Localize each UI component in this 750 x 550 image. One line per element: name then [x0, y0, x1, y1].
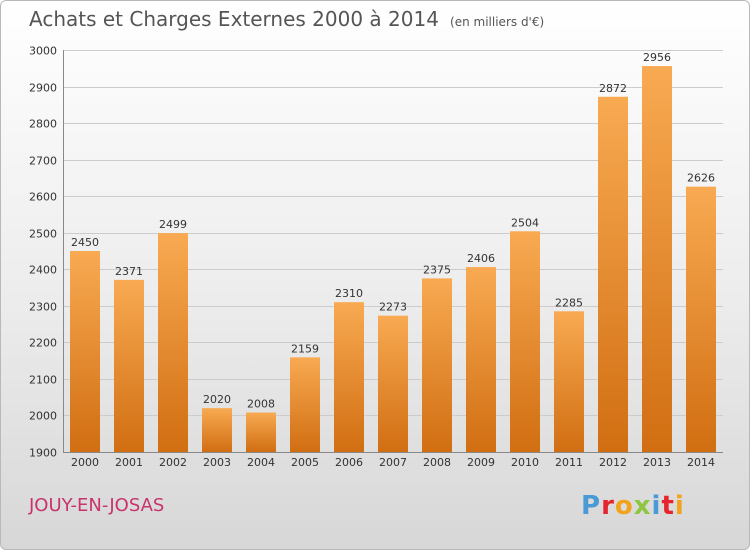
- bar: [334, 302, 364, 452]
- y-tick-label: 1900: [29, 447, 57, 460]
- x-tick-label: 2006: [335, 456, 363, 469]
- bar: [686, 186, 716, 452]
- data-label: 2285: [555, 296, 583, 309]
- x-tick-label: 2013: [643, 456, 671, 469]
- x-tick-label: 2014: [687, 456, 715, 469]
- chart-title: Achats et Charges Externes 2000 à 2014: [29, 7, 439, 31]
- data-label: 2504: [511, 216, 539, 229]
- city-name: JOUY-EN-JOSAS: [29, 495, 165, 516]
- data-label: 2499: [159, 218, 187, 231]
- y-tick-label: 2200: [29, 337, 57, 350]
- data-label: 2450: [71, 236, 99, 249]
- chart-unit: (en milliers d'€): [450, 15, 545, 29]
- x-tick-label: 2004: [247, 456, 275, 469]
- proxiti-logo: Proxiti: [581, 491, 685, 521]
- x-tick-label: 2002: [159, 456, 187, 469]
- y-tick-label: 2000: [29, 410, 57, 423]
- x-axis-ticks: 2000 2001 2002 2003 2004 2005 2006 2007 2008 2009…: [71, 456, 715, 469]
- x-tick-label: 2001: [115, 456, 143, 469]
- data-label: 2310: [335, 287, 363, 300]
- y-tick-label: 2900: [29, 82, 57, 95]
- y-tick-label: 2600: [29, 191, 57, 204]
- bar: [70, 251, 100, 452]
- y-tick-label: 2100: [29, 374, 57, 387]
- bar: [158, 233, 188, 452]
- data-label: 2008: [247, 398, 275, 411]
- y-axis-ticks: 1900 2000 2100 2200 2300 2400 2500 2600 2700 2800…: [29, 45, 57, 460]
- bar: [378, 315, 408, 452]
- y-tick-label: 2700: [29, 155, 57, 168]
- data-label: 2626: [687, 172, 715, 185]
- chart-header: Achats et Charges Externes 2000 à 2014 (…: [29, 7, 544, 31]
- bar: [246, 412, 276, 452]
- data-label: 2956: [643, 51, 671, 64]
- x-tick-label: 2011: [555, 456, 583, 469]
- data-label: 2020: [203, 393, 231, 406]
- data-label: 2371: [115, 265, 143, 278]
- x-tick-label: 2003: [203, 456, 231, 469]
- bar: [114, 279, 144, 452]
- x-tick-label: 2008: [423, 456, 451, 469]
- y-tick-label: 2500: [29, 228, 57, 241]
- x-tick-label: 2005: [291, 456, 319, 469]
- data-labels: 2450 2371 2499 2020 2008 2159 2310 2273 2375 2406…: [71, 51, 715, 410]
- x-tick-label: 2009: [467, 456, 495, 469]
- y-tick-label: 3000: [29, 45, 57, 58]
- x-tick-label: 2007: [379, 456, 407, 469]
- bar: [422, 278, 452, 452]
- bar: [466, 267, 496, 452]
- axes: [63, 50, 723, 453]
- bar: [598, 96, 628, 452]
- data-label: 2406: [467, 252, 495, 265]
- bar: [510, 231, 540, 452]
- data-label: 2375: [423, 263, 451, 276]
- y-tick-label: 2800: [29, 118, 57, 131]
- bar: [202, 408, 232, 452]
- y-tick-label: 2300: [29, 301, 57, 314]
- y-tick-label: 2400: [29, 264, 57, 277]
- bar: [642, 66, 672, 452]
- bars: [70, 66, 716, 452]
- bar: [554, 311, 584, 452]
- data-label: 2872: [599, 82, 627, 95]
- data-label: 2159: [291, 342, 319, 355]
- x-tick-label: 2010: [511, 456, 539, 469]
- data-label: 2273: [379, 301, 407, 314]
- x-tick-label: 2000: [71, 456, 99, 469]
- x-tick-label: 2012: [599, 456, 627, 469]
- bar: [290, 357, 320, 452]
